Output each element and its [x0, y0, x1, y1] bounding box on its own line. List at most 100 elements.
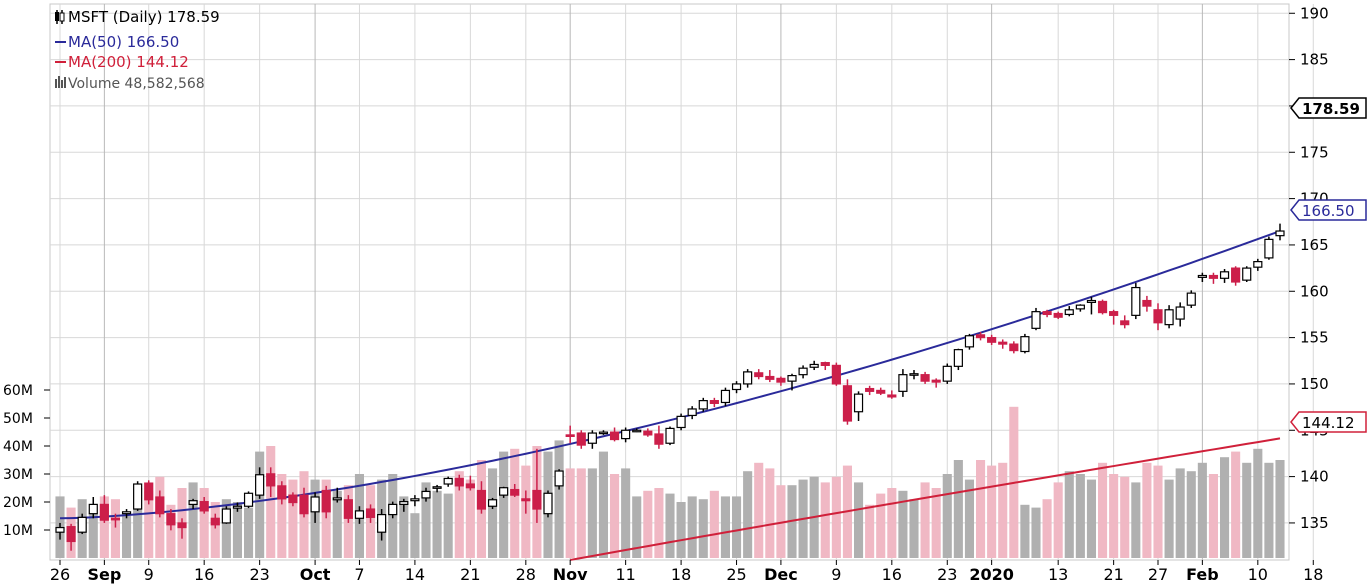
candle	[332, 487, 342, 503]
ma200-badge: 144.12	[1290, 411, 1367, 433]
candle	[1109, 309, 1119, 325]
symbol-label: MSFT (Daily) 178.59	[68, 8, 220, 26]
candle	[1131, 282, 1141, 320]
candle	[1120, 315, 1130, 329]
candle-icon	[55, 10, 65, 24]
candle	[842, 379, 853, 425]
volume-bar	[776, 485, 786, 558]
price-tick-label: 165	[1300, 236, 1329, 254]
legend: MSFT (Daily) 178.59 MA(50) 166.50 MA(200…	[55, 8, 220, 92]
date-tick-label: 18	[671, 565, 691, 584]
date-tick-label: 25	[726, 565, 746, 584]
volume-bar	[133, 488, 143, 558]
candle	[1186, 290, 1196, 308]
volume-bar	[765, 468, 775, 558]
volume-bar	[1020, 504, 1030, 558]
volume-bar	[277, 474, 287, 558]
volume-bar	[487, 468, 498, 558]
candle	[321, 485, 331, 519]
volume-bar	[1231, 451, 1241, 558]
candle	[731, 381, 742, 394]
date-tick-label: 18	[1303, 565, 1323, 584]
candle	[354, 506, 365, 524]
volume-bar	[987, 465, 997, 558]
candle	[754, 369, 764, 380]
candle	[55, 522, 65, 540]
candle	[399, 498, 409, 512]
candle	[133, 481, 143, 511]
candle	[598, 430, 609, 435]
date-tick-label: Oct	[300, 565, 331, 584]
volume-bar	[909, 499, 919, 558]
volume-bar	[865, 504, 875, 558]
candle	[765, 370, 775, 383]
volume-bar	[698, 499, 708, 558]
candle	[365, 504, 376, 523]
candle	[155, 490, 165, 518]
candle	[776, 376, 786, 386]
candle	[1097, 299, 1108, 315]
price-tick-label: 160	[1300, 282, 1329, 300]
volume-bar	[754, 462, 764, 558]
candle	[621, 427, 631, 443]
volume-bar	[1042, 499, 1052, 558]
price-tick-label: 150	[1300, 375, 1329, 393]
volume-bar	[1264, 462, 1274, 558]
candle	[609, 427, 620, 442]
candle	[521, 490, 531, 514]
candle	[166, 509, 176, 531]
volume-bar	[609, 474, 620, 558]
candle	[499, 486, 509, 498]
candle	[443, 476, 453, 487]
volume-bar	[676, 502, 686, 558]
candles	[55, 223, 1285, 551]
candle	[931, 378, 941, 388]
last-price-badge-text: 178.59	[1302, 100, 1360, 118]
volume-bar	[510, 448, 520, 558]
volume-bar	[964, 479, 975, 558]
volume-bar	[1253, 448, 1263, 558]
candle	[310, 492, 320, 523]
candle	[1009, 341, 1019, 354]
candle	[277, 481, 287, 505]
ma200-badge-text: 144.12	[1302, 414, 1355, 432]
volume-bar	[1275, 460, 1285, 558]
candle	[465, 475, 475, 491]
volume-bar	[853, 482, 864, 558]
date-tick-label: 2020	[969, 565, 1014, 584]
candle	[543, 490, 553, 518]
candle	[210, 513, 220, 529]
volume-bar	[998, 462, 1008, 558]
volume-bar	[1109, 474, 1119, 558]
date-tick-label: 21	[460, 565, 480, 584]
candle	[654, 425, 664, 449]
candle	[1164, 305, 1174, 329]
candle	[987, 334, 997, 346]
candle	[998, 339, 1008, 349]
candle	[743, 369, 753, 388]
candle	[876, 387, 886, 396]
date-tick-label: 27	[1148, 565, 1168, 584]
candle	[121, 509, 132, 519]
candle	[343, 495, 353, 523]
date-tick-label: 28	[516, 565, 536, 584]
candle	[554, 469, 564, 490]
volume-bar	[243, 507, 254, 558]
candle	[1253, 258, 1263, 271]
date-tick-label: 10	[1248, 565, 1268, 584]
candle	[110, 513, 121, 528]
moving-average-lines	[59, 230, 1281, 561]
candle	[1231, 266, 1241, 286]
ma50-label: MA(50) 166.50	[68, 33, 179, 51]
candle	[1053, 311, 1063, 320]
volume-bar	[942, 474, 952, 558]
volume-bar	[731, 496, 742, 558]
candle	[188, 498, 198, 510]
candle	[388, 501, 398, 519]
candle	[632, 428, 642, 433]
volume-bar	[643, 490, 653, 558]
volume-bar	[598, 451, 609, 558]
candle	[565, 425, 575, 444]
candle	[88, 496, 98, 519]
